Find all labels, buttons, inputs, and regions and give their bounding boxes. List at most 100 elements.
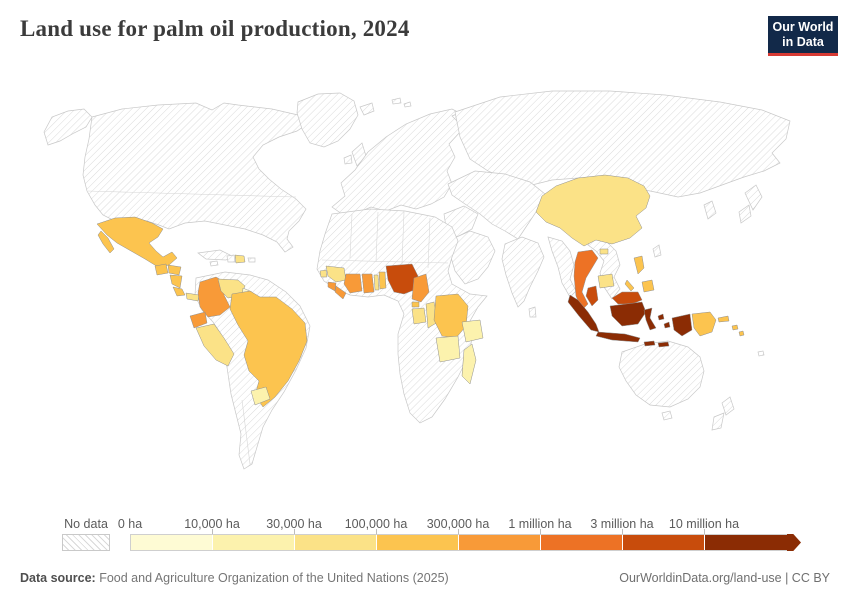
landmass-new-zealand — [711, 396, 735, 431]
country-china-hainan[interactable] — [599, 248, 609, 255]
landmass-australia — [618, 340, 705, 408]
landmass-korea — [703, 200, 717, 220]
legend-tick-label-7: 10 million ha — [668, 517, 740, 531]
legend-tick-label-4: 300,000 ha — [426, 517, 490, 531]
landmass-greenland — [296, 92, 359, 148]
country-indonesia-kalimantan[interactable] — [609, 301, 647, 327]
legend-bin-1[interactable] — [213, 535, 295, 550]
country-indonesia-java[interactable] — [595, 331, 641, 343]
country-liberia[interactable] — [334, 285, 347, 300]
country-cambodia[interactable] — [597, 273, 615, 289]
country-png-new-britain[interactable] — [717, 315, 730, 323]
colored-countries — [96, 174, 745, 408]
country-dominican-republic[interactable] — [234, 254, 246, 264]
country-nicaragua[interactable] — [169, 274, 183, 289]
landmass-iceland — [359, 102, 375, 116]
country-malaysia-peninsula[interactable] — [585, 285, 599, 307]
country-papua-new-guinea[interactable] — [691, 311, 717, 337]
legend-bin-3[interactable] — [377, 535, 459, 550]
landmass-myanmar — [547, 236, 577, 298]
country-benin[interactable] — [378, 271, 387, 290]
legend-tick-label-1: 10,000 ha — [184, 517, 240, 531]
country-indonesia-west-papua[interactable] — [671, 313, 693, 337]
country-indonesia-lesser-sunda[interactable] — [643, 340, 670, 348]
country-brazil[interactable] — [229, 290, 308, 408]
country-honduras[interactable] — [167, 264, 182, 276]
country-madagascar[interactable] — [461, 343, 477, 385]
country-mexico[interactable] — [96, 216, 178, 268]
country-solomon-islands[interactable] — [731, 324, 745, 337]
landmass-cuba — [197, 249, 233, 261]
country-togo[interactable] — [373, 274, 380, 291]
country-paraguay[interactable] — [250, 386, 271, 406]
legend-tick — [622, 529, 623, 534]
country-panama[interactable] — [185, 292, 200, 302]
landmass-tasmania — [661, 410, 673, 421]
legend-bin-2[interactable] — [295, 535, 377, 550]
country-philippines-palawan[interactable] — [624, 279, 635, 292]
legend-bin-5[interactable] — [541, 535, 623, 550]
country-china[interactable] — [535, 174, 651, 247]
legend-tick-label-0: 0 ha — [117, 517, 143, 531]
owid-logo-line1: Our World — [772, 20, 834, 34]
landmass-taiwan — [652, 244, 662, 258]
country-angola[interactable] — [435, 335, 461, 363]
legend-arrow — [787, 534, 801, 551]
country-guatemala[interactable] — [154, 263, 169, 276]
landmass-alaska — [43, 108, 93, 146]
no-data-landmasses — [43, 90, 791, 470]
internal-borders — [87, 190, 449, 465]
legend-bin-4[interactable] — [459, 535, 541, 550]
legend-tick-label-2: 30,000 ha — [266, 517, 322, 531]
country-tanzania[interactable] — [461, 319, 484, 343]
landmass-puerto-rico — [247, 257, 256, 263]
country-guinea[interactable] — [325, 265, 347, 283]
data-source-text: Food and Agriculture Organization of the… — [95, 571, 449, 585]
landmass-sri-lanka — [528, 306, 537, 318]
data-source-note: Data source: Food and Agriculture Organi… — [20, 571, 449, 585]
legend-bin-0[interactable] — [131, 535, 213, 550]
map-legend: No data 0 ha 10,000 ha 30,000 ha 100,000… — [0, 514, 850, 556]
world-choropleth-map — [43, 90, 791, 470]
country-philippines-mindanao[interactable] — [641, 279, 655, 293]
country-nigeria[interactable] — [385, 263, 419, 295]
legend-tick-label-5: 1 million ha — [508, 517, 572, 531]
country-cameroon[interactable] — [411, 273, 430, 303]
country-costa-rica[interactable] — [172, 286, 186, 297]
landmass-ireland — [343, 154, 353, 165]
legend-tick — [376, 529, 377, 534]
legend-tick-label-3: 100,000 ha — [344, 517, 408, 531]
country-sierra-leone[interactable] — [327, 281, 337, 292]
country-thailand[interactable] — [573, 249, 599, 311]
country-cote-divoire[interactable] — [343, 273, 363, 294]
landmass-arabia — [449, 230, 496, 285]
owid-logo[interactable]: Our World in Data — [768, 16, 838, 56]
country-equatorial-guinea[interactable] — [411, 301, 420, 308]
country-malaysia-borneo[interactable] — [611, 291, 643, 305]
owid-logo-line2: in Data — [782, 35, 824, 49]
country-guinea-bissau[interactable] — [319, 269, 328, 278]
legend-no-data-swatch[interactable] — [62, 534, 110, 551]
legend-tick — [540, 529, 541, 534]
legend-tick — [704, 529, 705, 534]
legend-no-data-label: No data — [64, 517, 108, 531]
landmass-jamaica — [209, 260, 219, 267]
legend-tick — [458, 529, 459, 534]
legend-color-bar — [130, 534, 788, 551]
legend-bar: 0 ha 10,000 ha 30,000 ha 100,000 ha 300,… — [118, 514, 820, 556]
attribution-link[interactable]: OurWorldinData.org/land-use | CC BY — [619, 571, 830, 585]
landmass-central-asia — [447, 170, 546, 240]
legend-bin-6[interactable] — [623, 535, 705, 550]
landmass-haiti — [226, 254, 236, 263]
country-indonesia-moluccas[interactable] — [657, 313, 671, 329]
country-ghana[interactable] — [361, 273, 375, 294]
legend-tick-label-6: 3 million ha — [590, 517, 654, 531]
country-peru[interactable] — [195, 323, 235, 367]
legend-tick — [212, 529, 213, 534]
country-philippines-luzon[interactable] — [633, 255, 645, 275]
country-ecuador[interactable] — [189, 311, 208, 329]
country-indonesia-sulawesi[interactable] — [643, 307, 657, 331]
country-drc[interactable] — [433, 293, 469, 339]
country-gabon[interactable] — [411, 307, 427, 325]
legend-bin-7[interactable] — [705, 535, 787, 550]
